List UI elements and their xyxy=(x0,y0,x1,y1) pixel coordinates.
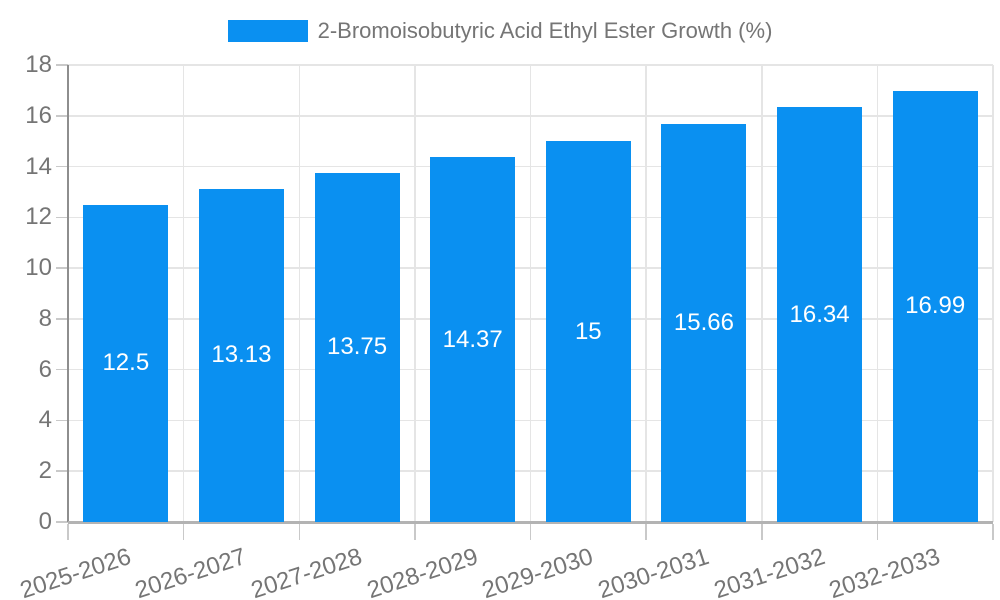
gridline-vertical xyxy=(182,65,185,522)
gridline-vertical xyxy=(529,65,532,522)
bar[interactable]: 15.66 xyxy=(661,124,747,522)
bar-value-label: 13.75 xyxy=(327,333,388,361)
gridline-vertical xyxy=(645,65,647,522)
y-tick-label: 16 xyxy=(25,101,52,129)
bar-value-label: 16.34 xyxy=(789,300,850,328)
bar[interactable]: 16.34 xyxy=(777,107,863,522)
bar-value-label: 14.37 xyxy=(442,325,503,353)
y-tick-label: 2 xyxy=(38,457,52,485)
gridline-vertical xyxy=(992,65,994,522)
y-tick-label: 14 xyxy=(25,152,52,180)
bar-value-label: 15.66 xyxy=(673,309,734,337)
y-tick xyxy=(56,318,68,320)
y-tick-label: 6 xyxy=(38,355,52,383)
y-tick-label: 8 xyxy=(38,304,52,332)
y-tick xyxy=(56,216,68,219)
y-tick xyxy=(56,419,68,422)
legend-item[interactable]: 2-Bromoisobutyric Acid Ethyl Ester Growt… xyxy=(0,18,1000,44)
y-tick xyxy=(56,115,68,117)
y-tick-label: 4 xyxy=(38,406,52,434)
y-tick xyxy=(56,368,68,371)
y-tick-label: 0 xyxy=(38,508,52,535)
y-tick xyxy=(56,521,68,523)
x-tick xyxy=(761,524,763,540)
bar[interactable]: 15 xyxy=(545,141,631,522)
y-tick-label: 10 xyxy=(25,254,52,282)
bar[interactable]: 13.13 xyxy=(198,188,284,522)
x-tick xyxy=(414,524,416,540)
bar[interactable]: 14.37 xyxy=(430,157,516,522)
gridline-vertical xyxy=(761,65,763,522)
y-tick xyxy=(56,165,68,168)
y-tick-label: 18 xyxy=(25,51,52,78)
x-tick xyxy=(182,524,185,540)
bar-value-label: 13.13 xyxy=(211,341,272,369)
y-tick xyxy=(56,64,68,66)
bar-value-label: 16.99 xyxy=(905,292,966,320)
x-axis-line xyxy=(68,521,993,524)
gridline-vertical xyxy=(414,65,416,522)
y-tick-label: 12 xyxy=(25,203,52,231)
bar-value-label: 15 xyxy=(574,317,602,345)
x-tick xyxy=(876,524,879,540)
y-tick xyxy=(56,267,68,269)
legend-label: 2-Bromoisobutyric Acid Ethyl Ester Growt… xyxy=(317,18,773,43)
legend-swatch[interactable] xyxy=(227,20,308,42)
bar[interactable]: 16.99 xyxy=(892,90,978,522)
gridline-vertical xyxy=(876,65,879,522)
y-axis-line xyxy=(67,65,69,522)
gridline-vertical xyxy=(298,65,300,522)
bar[interactable]: 13.75 xyxy=(314,172,400,522)
x-tick xyxy=(529,524,532,540)
x-tick xyxy=(67,524,69,540)
x-tick xyxy=(992,524,994,540)
bar[interactable]: 12.5 xyxy=(83,204,169,522)
x-tick xyxy=(298,524,300,540)
x-tick xyxy=(645,524,647,540)
y-tick xyxy=(56,470,68,472)
bar-value-label: 12.5 xyxy=(102,349,150,377)
